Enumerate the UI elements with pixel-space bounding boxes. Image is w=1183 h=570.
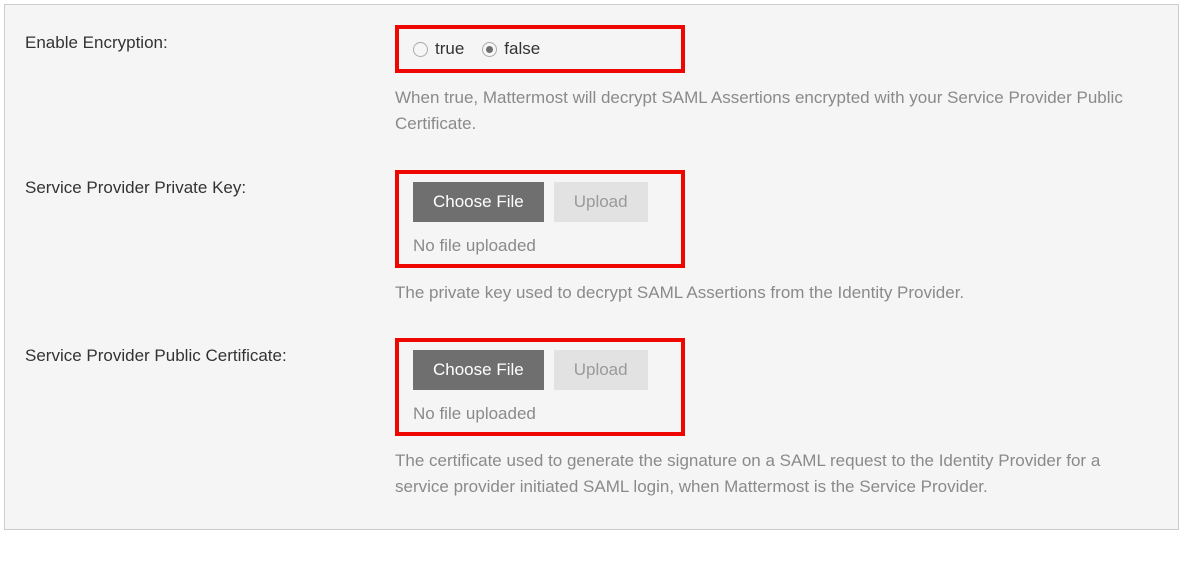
enable-encryption-value: true false When true, Mattermost will de… bbox=[395, 25, 1158, 138]
radio-false-label: false bbox=[504, 39, 540, 59]
radio-true-control bbox=[413, 42, 428, 57]
private-key-highlight: Choose File Upload No file uploaded bbox=[395, 170, 685, 268]
private-key-row: Service Provider Private Key: Choose Fil… bbox=[25, 170, 1158, 306]
settings-panel: Enable Encryption: true false When true,… bbox=[4, 4, 1179, 530]
enable-encryption-radio-group: true false bbox=[413, 37, 667, 61]
radio-false-control bbox=[482, 42, 497, 57]
enable-encryption-highlight: true false bbox=[395, 25, 685, 73]
public-cert-row: Service Provider Public Certificate: Cho… bbox=[25, 338, 1158, 501]
public-cert-status: No file uploaded bbox=[413, 404, 667, 424]
private-key-value: Choose File Upload No file uploaded The … bbox=[395, 170, 1158, 306]
public-cert-file-row: Choose File Upload bbox=[413, 350, 667, 390]
private-key-choose-button[interactable]: Choose File bbox=[413, 182, 544, 222]
private-key-label: Service Provider Private Key: bbox=[25, 170, 395, 306]
radio-false[interactable]: false bbox=[482, 39, 540, 59]
public-cert-value: Choose File Upload No file uploaded The … bbox=[395, 338, 1158, 501]
private-key-help: The private key used to decrypt SAML Ass… bbox=[395, 280, 1135, 306]
public-cert-upload-button[interactable]: Upload bbox=[554, 350, 648, 390]
radio-true-label: true bbox=[435, 39, 464, 59]
enable-encryption-row: Enable Encryption: true false When true,… bbox=[25, 25, 1158, 138]
private-key-file-row: Choose File Upload bbox=[413, 182, 667, 222]
private-key-upload-button[interactable]: Upload bbox=[554, 182, 648, 222]
enable-encryption-label: Enable Encryption: bbox=[25, 25, 395, 138]
public-cert-label: Service Provider Public Certificate: bbox=[25, 338, 395, 501]
public-cert-choose-button[interactable]: Choose File bbox=[413, 350, 544, 390]
private-key-status: No file uploaded bbox=[413, 236, 667, 256]
public-cert-highlight: Choose File Upload No file uploaded bbox=[395, 338, 685, 436]
radio-false-dot bbox=[486, 46, 493, 53]
enable-encryption-help: When true, Mattermost will decrypt SAML … bbox=[395, 85, 1135, 138]
radio-true[interactable]: true bbox=[413, 39, 464, 59]
public-cert-help: The certificate used to generate the sig… bbox=[395, 448, 1135, 501]
